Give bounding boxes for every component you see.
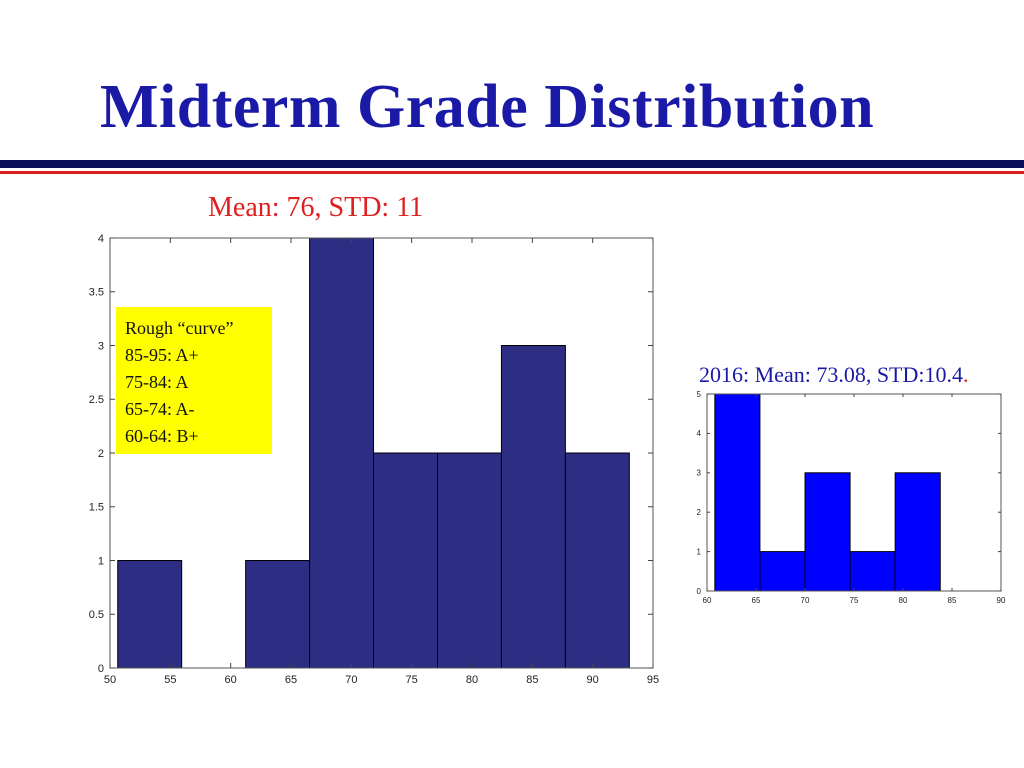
slide-title: Midterm Grade Distribution	[100, 73, 875, 141]
hist-2016-ytick-label: 5	[697, 390, 702, 399]
hist-2016-ytick-label: 3	[697, 469, 702, 478]
midterm-histogram-xtick-label: 75	[406, 674, 418, 686]
midterm-histogram-ytick-label: 3.5	[89, 287, 104, 299]
hist-2016-xtick-label: 70	[801, 596, 810, 605]
midterm-histogram-bar-6	[500, 345, 566, 669]
hist-2016-xtick-label: 90	[997, 596, 1006, 605]
hist-2016-ytick-label: 4	[697, 429, 702, 438]
curve-line-b-plus: 60-64: B+	[125, 426, 199, 446]
hist-2016-xtick-label: 60	[703, 596, 712, 605]
midterm-histogram-ytick-label: 0.5	[89, 609, 104, 621]
curve-line-a: 75-84: A	[125, 372, 189, 392]
midterm-histogram-bar-2	[245, 560, 311, 669]
midterm-histogram-xtick-label: 50	[104, 674, 116, 686]
midterm-histogram-xtick-label: 95	[647, 674, 659, 686]
current-stats-label: Mean: 76, STD: 11	[208, 192, 424, 223]
hist-2016-bar-2	[804, 472, 851, 592]
title-rule-red	[0, 171, 1024, 174]
title-rule-navy	[0, 160, 1024, 168]
midterm-histogram-bar-5	[436, 452, 502, 669]
hist-2016-ytick-label: 0	[697, 587, 702, 596]
midterm-histogram-ytick-label: 0	[98, 663, 104, 675]
midterm-histogram-ytick-label: 1.5	[89, 502, 104, 514]
midterm-histogram-bar-7	[564, 452, 630, 669]
midterm-histogram-xtick-label: 55	[164, 674, 176, 686]
hist-2016-bar-3	[849, 551, 896, 592]
hist-2016-ytick-label: 2	[697, 508, 702, 517]
midterm-histogram-bar-3	[309, 237, 375, 669]
midterm-histogram-ytick-label: 2	[98, 448, 104, 460]
hist-2016-xtick-label: 75	[850, 596, 859, 605]
curve-heading: Rough “curve”	[125, 318, 234, 338]
midterm-histogram-xtick-label: 85	[526, 674, 538, 686]
midterm-histogram-xtick-label: 60	[225, 674, 237, 686]
previous-stats-period: .	[963, 362, 969, 387]
midterm-histogram-xtick-label: 65	[285, 674, 297, 686]
midterm-histogram-ytick-label: 4	[98, 233, 104, 245]
midterm-histogram-xtick-label: 70	[345, 674, 357, 686]
hist-2016-bar-0	[714, 393, 761, 592]
midterm-histogram-bar-0	[117, 560, 183, 669]
midterm-histogram-xtick-label: 80	[466, 674, 478, 686]
hist-2016-ytick-label: 1	[697, 547, 702, 556]
hist-2016-xtick-label: 85	[948, 596, 957, 605]
midterm-histogram-ytick-label: 3	[98, 340, 104, 352]
curve-line-a-minus: 65-74: A-	[125, 399, 195, 419]
midterm-histogram-ytick-label: 1	[98, 555, 104, 567]
midterm-histogram-bar-4	[373, 452, 438, 669]
hist-2016-bar-4	[894, 472, 941, 592]
hist-2016-bar-1	[759, 551, 806, 592]
previous-stats-label: 2016: Mean: 73.08, STD:10.4.	[699, 362, 969, 388]
previous-stats-text: 2016: Mean: 73.08, STD:10.4	[699, 362, 963, 387]
curve-annotation-box: Rough “curve” 85-95: A+ 75-84: A 65-74: …	[116, 307, 272, 454]
hist-2016-xtick-label: 65	[752, 596, 761, 605]
midterm-histogram-xtick-label: 90	[587, 674, 599, 686]
curve-line-a-plus: 85-95: A+	[125, 345, 199, 365]
hist-2016-xtick-label: 80	[899, 596, 908, 605]
midterm-histogram-ytick-label: 2.5	[89, 394, 104, 406]
